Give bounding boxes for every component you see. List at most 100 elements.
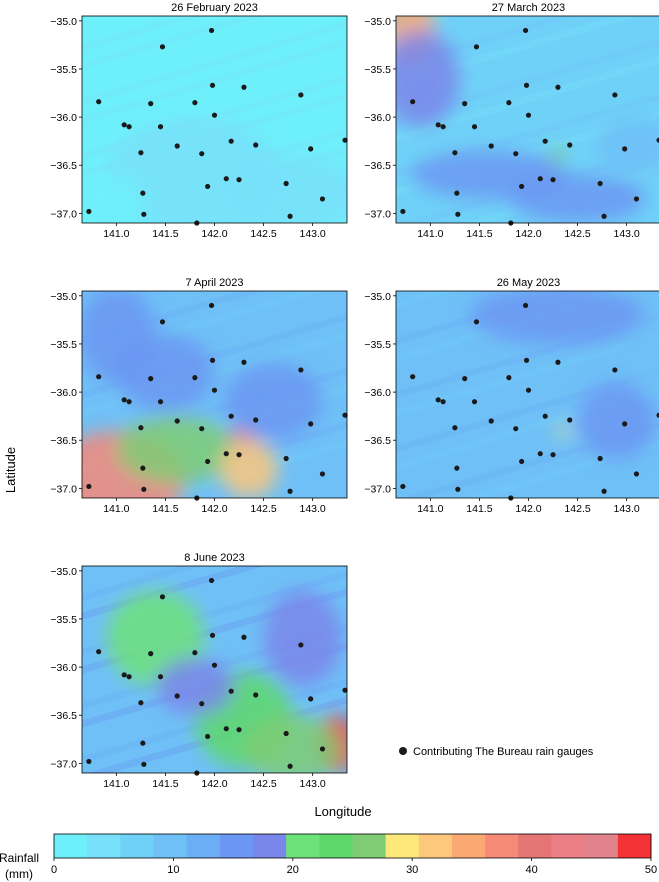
y-tick-label: −36.5 — [50, 435, 77, 447]
rain-gauge-marker — [622, 146, 628, 152]
panel-title: 27 March 2023 — [492, 2, 565, 14]
colorbar-swatch — [219, 834, 254, 858]
colorbar-swatch — [551, 834, 586, 858]
rain-gauge-marker — [513, 426, 519, 432]
rain-gauge-marker — [208, 302, 215, 309]
rain-gauge-marker — [633, 471, 640, 477]
map-panel: 8 June 2023 141.0 141.5 142.0 142.5 143.0 −35.… — [50, 552, 348, 790]
rainfall-cell — [508, 174, 647, 223]
map-panel: 27 March 2023 141.0 141.5 142.0 142.5 143.0 −3… — [364, 2, 659, 240]
rainfall-streak — [147, 439, 347, 498]
rain-gauge-marker — [253, 142, 259, 148]
colorbar-swatch — [617, 834, 652, 858]
rain-gauge-marker — [525, 112, 532, 118]
rain-gauge-marker — [86, 758, 92, 765]
rainfall-streak — [82, 16, 265, 70]
y-tick-label: −36.0 — [364, 387, 391, 399]
rain-gauge-marker — [473, 319, 480, 325]
colorbar: Rainfall (mm) 0 10 20 30 40 50 — [0, 833, 657, 881]
rain-gauges — [86, 27, 348, 226]
rain-gauge-marker — [148, 651, 154, 657]
rain-gauge-marker — [522, 302, 529, 309]
rain-gauge-marker — [298, 92, 304, 98]
y-tick-label: −35.5 — [364, 339, 391, 351]
rain-gauge-marker — [342, 412, 348, 418]
rain-gauge-marker — [236, 727, 242, 733]
colorbar-ticks: 0 10 20 30 40 50 — [51, 858, 657, 876]
rain-gauge-marker — [140, 190, 146, 196]
x-tick-label: 142.5 — [564, 503, 590, 515]
rain-gauge-marker — [223, 451, 229, 457]
colorbar-swatches — [53, 833, 652, 859]
rain-gauge-marker — [633, 196, 640, 202]
rain-gauge-marker — [462, 101, 468, 107]
rain-gauge-marker — [126, 399, 132, 405]
x-tick-label: 141.5 — [152, 228, 178, 240]
rain-gauge-marker — [157, 399, 164, 405]
rain-gauge-marker — [454, 190, 460, 196]
rain-gauge-marker — [452, 150, 458, 156]
x-tick-label: 142.5 — [250, 778, 276, 790]
rain-gauge-marker — [567, 417, 573, 423]
rain-gauge-marker — [440, 399, 446, 405]
y-tick-label: −35.5 — [364, 64, 391, 76]
rain-gauge-marker — [253, 417, 259, 423]
y-axis-label: Latitude — [3, 447, 18, 493]
colorbar-swatch — [319, 834, 353, 858]
y-tick-label: −35.0 — [50, 291, 77, 303]
rain-gauge-marker — [440, 124, 446, 130]
rainfall-streak — [82, 56, 347, 142]
rain-gauge-marker — [452, 425, 458, 431]
panel-title: 26 May 2023 — [497, 277, 561, 289]
rain-gauge-marker — [400, 483, 406, 490]
colorbar-tick-label: 30 — [406, 864, 418, 876]
rainfall-field — [396, 16, 659, 223]
rain-gauge-marker — [126, 124, 132, 130]
rain-gauge-marker — [141, 211, 147, 217]
rain-gauge-marker — [205, 183, 211, 190]
rainfall-cell — [82, 291, 156, 383]
rain-gauge-marker — [253, 692, 259, 698]
rain-gauge-marker — [211, 662, 218, 668]
rain-gauge-marker — [148, 376, 154, 382]
rain-gauge-marker — [211, 112, 218, 118]
y-tick-label: −36.0 — [50, 662, 77, 674]
rainfall-streak — [82, 20, 347, 106]
rain-gauge-marker — [199, 151, 205, 157]
rain-gauge-marker — [601, 213, 607, 219]
rain-gauge-marker — [241, 84, 247, 90]
colorbar-swatch — [584, 834, 619, 858]
rain-gauge-marker — [471, 399, 478, 405]
rain-gauges — [400, 302, 659, 501]
rainfall-cell — [82, 174, 146, 223]
rain-gauge-marker — [656, 412, 659, 418]
x-tick-label: 143.0 — [614, 503, 640, 515]
rain-gauge-marker — [567, 142, 573, 148]
rainfall-cell — [555, 425, 571, 436]
y-tick-label: −36.0 — [50, 387, 77, 399]
x-tick-label: 142.0 — [201, 778, 227, 790]
rain-gauge-marker — [319, 196, 326, 202]
rain-gauge-marker — [141, 486, 147, 492]
rain-gauge-marker — [435, 122, 441, 128]
y-tick-label: −36.5 — [364, 160, 391, 172]
y-tick-label: −36.0 — [50, 112, 77, 124]
rainfall-streak — [82, 566, 265, 620]
rain-gauge-marker — [148, 101, 154, 107]
rain-gauge-marker — [138, 425, 144, 431]
rain-gauge-marker — [410, 374, 416, 380]
x-tick-label: 141.0 — [417, 503, 443, 515]
rain-gauge-marker — [199, 426, 205, 432]
x-tick-label: 141.0 — [103, 503, 129, 515]
rain-gauge-marker — [550, 452, 556, 458]
rain-gauge-marker — [205, 733, 211, 740]
rainfall-field — [82, 566, 347, 773]
y-tick-label: −36.5 — [50, 160, 77, 172]
x-tick-label: 142.5 — [250, 228, 276, 240]
rain-gauge-marker — [612, 367, 618, 373]
rain-gauge-marker — [205, 458, 211, 465]
y-tick-label: −37.0 — [50, 208, 77, 220]
x-tick-label: 142.0 — [515, 503, 541, 515]
rain-gauge-marker — [140, 740, 146, 746]
x-tick-label: 141.5 — [466, 503, 492, 515]
